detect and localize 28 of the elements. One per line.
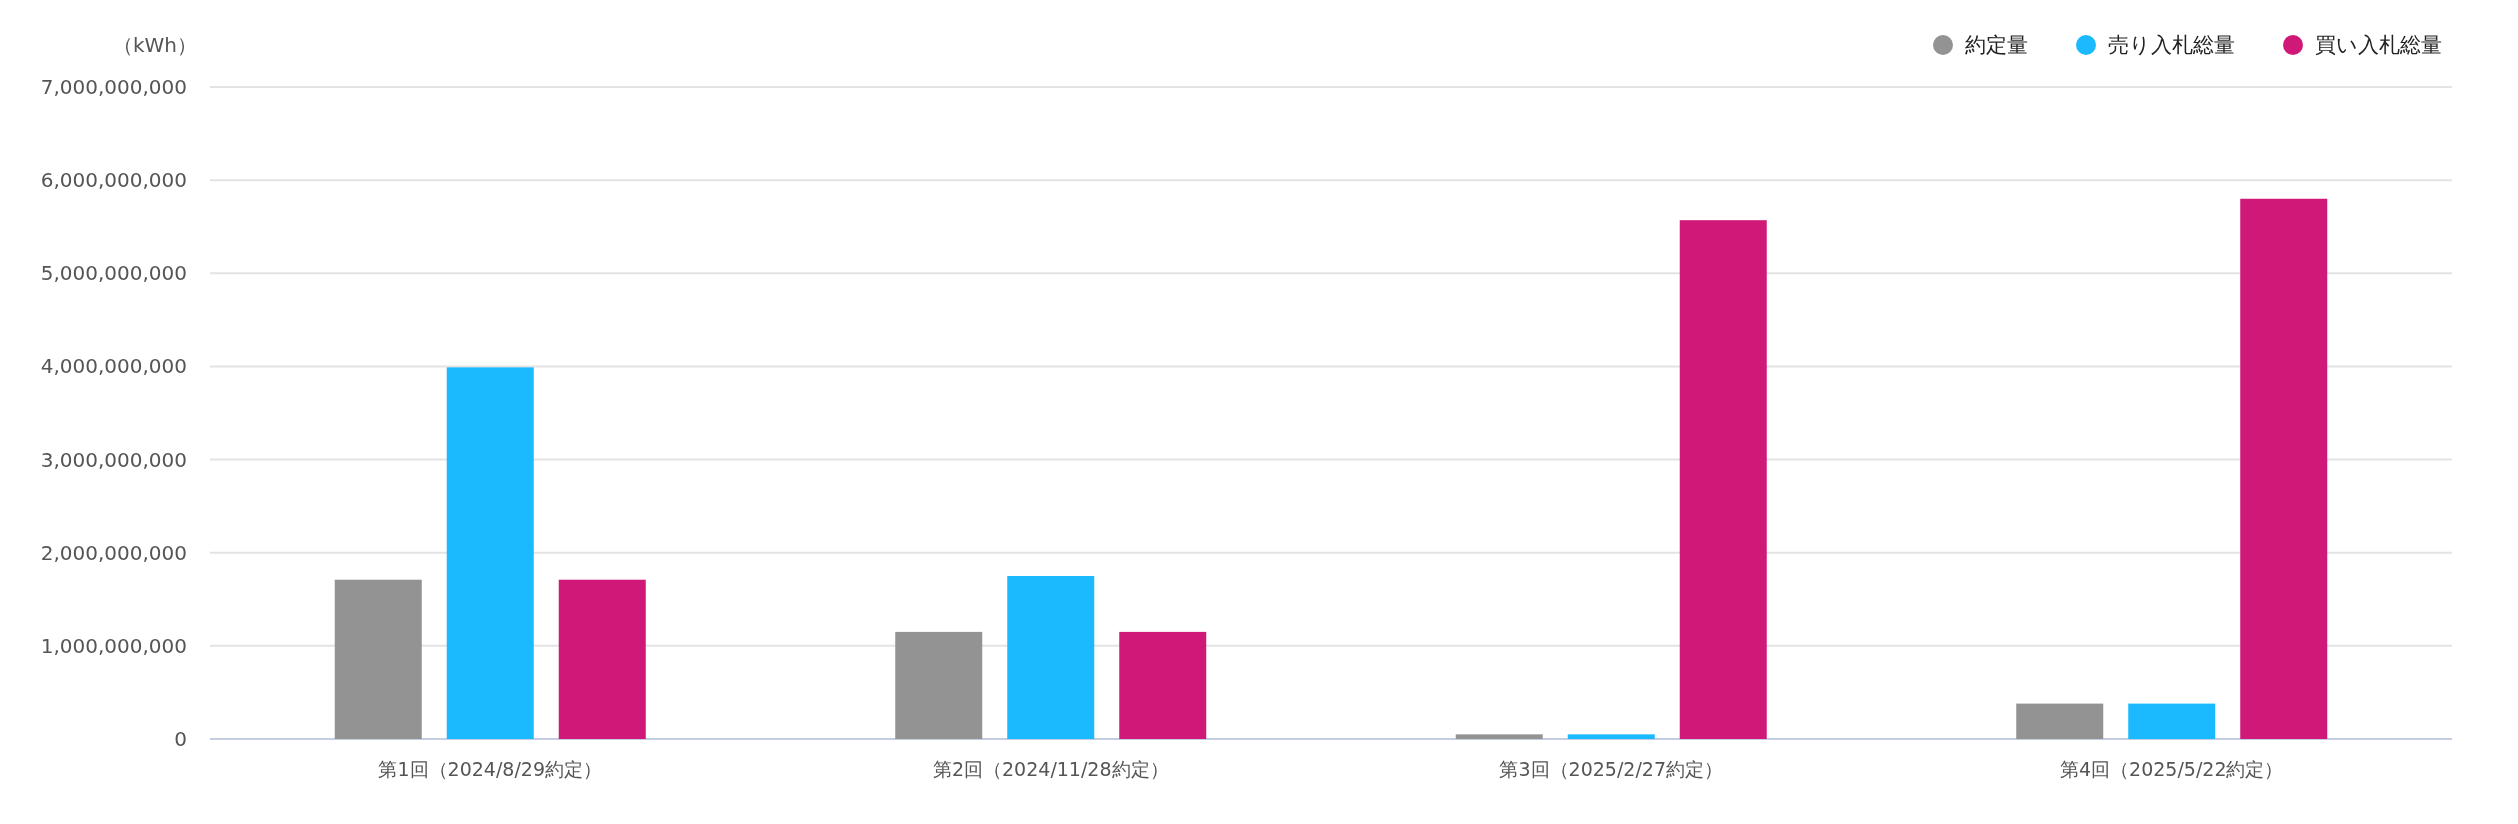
y-tick-label: 7,000,000,000	[40, 75, 187, 99]
legend-label: 約定量	[1965, 33, 2028, 57]
bar	[1567, 734, 1655, 739]
bar	[1679, 220, 1767, 739]
legend-label: 売り入札総量	[2108, 33, 2235, 57]
legend-label: 買い入札総量	[2315, 33, 2442, 57]
bar	[1119, 631, 1207, 739]
y-tick-label: 5,000,000,000	[40, 261, 187, 286]
y-tick-label: 4,000,000,000	[40, 354, 187, 379]
bar	[2128, 703, 2216, 739]
bar	[558, 579, 646, 739]
y-tick-label: 2,000,000,000	[40, 540, 187, 565]
y-tick-label: 6,000,000,000	[40, 168, 187, 193]
y-axis-title: （kWh）	[112, 33, 197, 57]
bar	[895, 631, 983, 739]
x-tick-label: 第2回（2024/11/28約定）	[932, 758, 1169, 780]
bar	[1007, 576, 1095, 739]
bar	[2016, 703, 2104, 739]
x-tick-label: 第4回（2025/5/22約定）	[2059, 758, 2284, 780]
x-tick-label: 第3回（2025/2/27約定）	[1499, 758, 1724, 780]
bar	[446, 367, 534, 739]
y-tick-label: 3,000,000,000	[40, 447, 187, 472]
bar	[334, 579, 422, 739]
y-tick-label: 1,000,000,000	[40, 633, 187, 658]
bar	[2240, 198, 2328, 739]
x-tick-label: 第1回（2024/8/29約定）	[378, 758, 603, 780]
bar	[1455, 734, 1543, 739]
y-tick-label: 0	[174, 727, 187, 751]
